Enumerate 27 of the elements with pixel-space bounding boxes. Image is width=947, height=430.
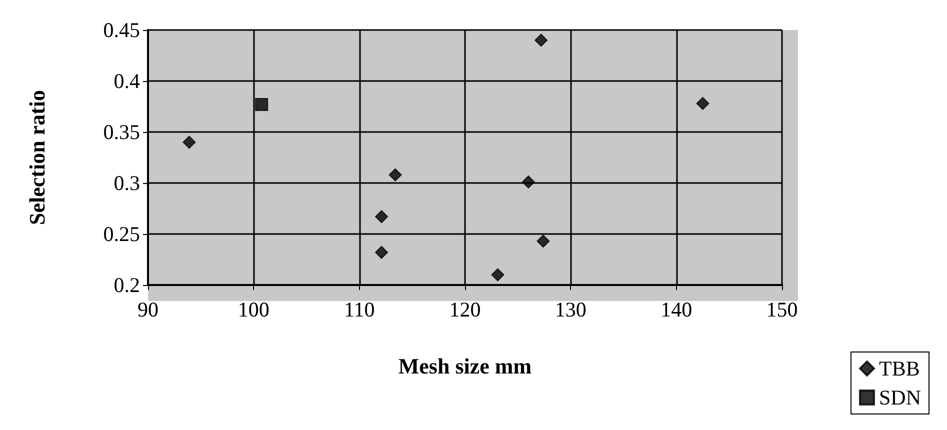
y-tick-label: 0.3	[114, 171, 140, 195]
x-tick-label: 100	[238, 298, 270, 322]
point	[375, 210, 388, 224]
y-axis-title: Selection ratio	[24, 90, 50, 226]
x-tick-label: 130	[554, 298, 586, 322]
point	[536, 234, 550, 248]
point	[182, 136, 196, 149]
legend-label: SDN	[878, 386, 922, 410]
point	[388, 168, 402, 182]
x-tick-label: 150	[766, 298, 798, 322]
point	[696, 96, 710, 110]
y-tick-label: 0.35	[103, 120, 140, 144]
legend-label: TBB	[878, 356, 920, 380]
y-tick-label: 0.25	[103, 222, 140, 246]
point	[491, 268, 504, 282]
point	[255, 98, 268, 111]
x-axis-title: Mesh size mm	[398, 354, 532, 378]
y-tick-label: 0.4	[114, 69, 140, 93]
x-tick-label: 120	[449, 298, 481, 322]
y-tick-label: 0.2	[114, 273, 140, 297]
y-tick-label: 0.45	[103, 18, 140, 42]
point	[534, 34, 548, 47]
x-tick-label: 140	[660, 298, 692, 322]
x-tick-label: 110	[344, 298, 375, 322]
point	[522, 175, 535, 188]
point	[375, 246, 388, 259]
x-tick-label: 90	[138, 298, 158, 322]
